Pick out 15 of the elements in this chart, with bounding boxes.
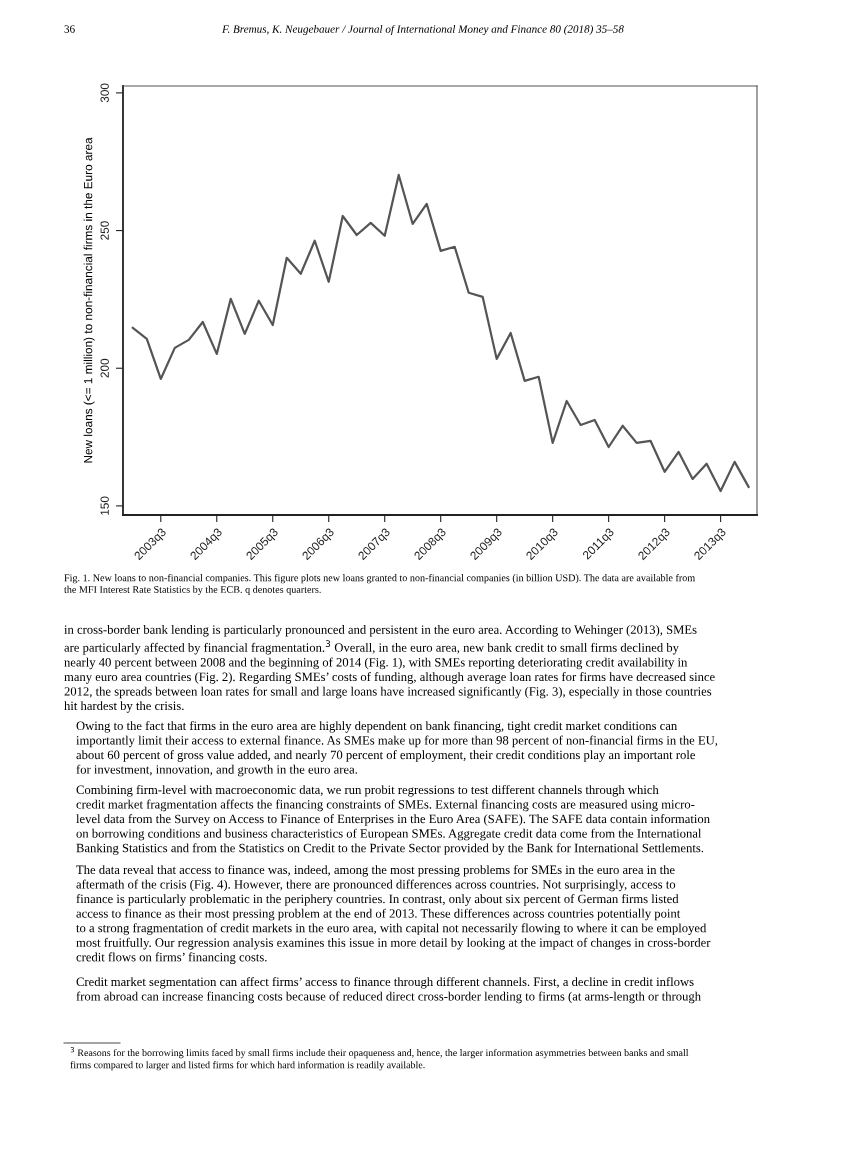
text: 36 — [64, 25, 75, 33]
caption: Fig. 1. New loans to non-financial companies. This figure plots new loans granted to non-financial companies (in billion USD). The data are available from the MFI Interest Rate Statistics by the ECB. q denotes quarters. — [64, 574, 696, 596]
text: in cross-border bank lending is particularly pronounced and persistent in the euro area. According to Wehinger (2013), SMEs are particularly affected by financial fragmentation.$^{3}$ Overall, in the euro area, new bank credit to small firms declined by nearly 40 percent between 2008 and the beginning of 2014 (Fig. 1), with SMEs reporting deteriorating credit availability in many euro area countries (Fig. 2). Regarding SMEs’ costs of funding, although average loan rates for firms have decreased since 2012, the spreads between loan rates for small and large loans have increased significantly (Fig. 3), especially in those countries hit hardest by the crisis. — [64, 625, 715, 713]
text: Owing to the fact that firms in the euro area are highly dependent on bank financing, tight credit market conditions can importantly limit their access to external finance. As SMEs make up for more than 98 percent of non-financial firms in the EU, about 60 percent of gross value added, and nearly 70 percent of employment, their credit conditions play an important role for investment, innovation, and growth in the euro area. — [76, 721, 718, 777]
y-tick-label: 150 — [100, 496, 109, 515]
y-tick-label: 250 — [100, 221, 109, 240]
text: The data reveal that access to finance was, indeed, among the most pressing problems for SMEs in the euro area in the aftermath of the crisis (Fig. 4). However, there are pronounced differences across countries. Not surprisingly, access to finance is particularly problematic in the periphery countries. In contrast, only about six percent of German firms listed access to finance as their most pressing problem at the end of 2013. These differences across countries potentially point to a strong fragmentation of credit markets in the euro area, with capital not necessarily flowing to where it can be employed most fruitfully. Our regression analysis examines this issue in more detail by looking at the impact of changes in cross-border credit flows on firms’ financing costs. — [76, 865, 711, 964]
y-tick-label: 300 — [100, 83, 109, 103]
line-series — [131, 173, 750, 493]
text: Credit market segmentation can affect firms’ access to finance through different channels. First, a decline in credit inflows from abroad can increase financing costs because of reduced direct cross-border lending to firms (at arms-length or through — [76, 977, 701, 1004]
y-tick-label: 200 — [100, 358, 109, 378]
y-axis-title: New loans (<= 1 million) to non-financial firms in the Euro area — [83, 137, 95, 463]
text: Combining firm-level with macroeconomic data, we run probit regressions to test different channels through which credit market fragmentation affects the financing constraints of SMEs. External financing costs are measured using micro- level data from the Survey on Access to Finance of Enterprises in the Euro Area (SAFE). The SAFE data contain information on borrowing conditions and business characteristics of European SMEs. Aggregate credit data come from the International Banking Statistics and from the Statistics on Credit to the Private Sector provided by the Bank for International Settlements. — [76, 785, 710, 855]
text: F. Bremus, K. Neugebauer / Journal of International Money and Finance 80 (2018) 35–58 — [222, 24, 624, 36]
text: $^{3}$ Reasons for the borrowing limits faced by small firms include their opaqueness and, hence, the larger information asymmetries between banks and small firms compared to larger and listed firms for which hard information is readily available. — [70, 1047, 689, 1071]
